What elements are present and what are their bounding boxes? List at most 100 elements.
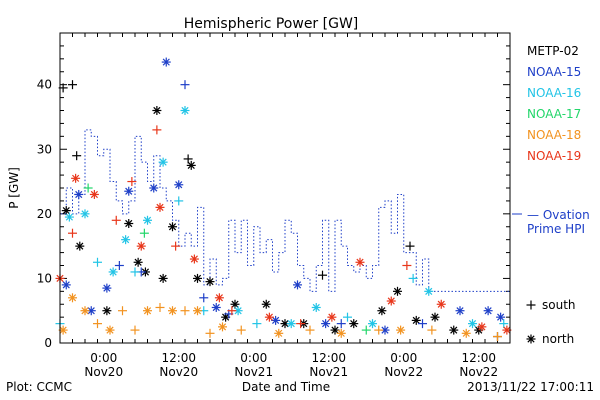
star-stroke	[431, 313, 439, 321]
x-tick-label: 0:00	[90, 351, 117, 365]
north-point	[349, 319, 359, 329]
legend: METP-02 NOAA-15 NOAA-16 NOAA-17 NOAA-18 NOAA-…	[512, 44, 590, 346]
star-stroke	[387, 297, 395, 305]
north-point	[124, 219, 134, 229]
north-point	[133, 257, 143, 267]
star-stroke	[125, 219, 133, 228]
x-tick-date-label: Nov21	[234, 365, 273, 379]
north-point	[321, 319, 331, 329]
north-point	[211, 302, 221, 312]
north-point	[168, 222, 177, 232]
star-stroke	[350, 320, 358, 328]
star-stroke	[450, 326, 458, 334]
legend-entry-ovation-line2: Prime HPI	[527, 222, 585, 236]
north-point	[477, 322, 487, 332]
star-stroke	[109, 268, 117, 276]
south-point	[72, 151, 82, 161]
legend-entry-noaa-18: NOAA-18	[527, 128, 581, 142]
north-point	[193, 273, 202, 283]
y-tick-label: 0	[44, 336, 52, 350]
ovation-hpi-line	[59, 129, 510, 292]
north-point	[102, 306, 112, 316]
star-stroke	[81, 210, 89, 218]
north-point	[186, 160, 196, 170]
star-stroke	[193, 274, 202, 283]
star-stroke	[484, 307, 492, 315]
north-point	[380, 325, 390, 335]
x-tick-label: 12:00	[161, 351, 196, 365]
south-point	[183, 154, 193, 164]
star-stroke	[412, 316, 420, 325]
star-stroke	[262, 300, 270, 308]
star-stroke	[328, 313, 336, 321]
legend-marker-south: south	[542, 298, 576, 312]
north-point	[430, 312, 440, 322]
star-stroke	[222, 313, 230, 321]
north-point	[205, 277, 215, 287]
star-stroke	[381, 326, 389, 334]
y-tick-label: 40	[37, 78, 52, 92]
north-point	[468, 319, 477, 329]
star-stroke	[231, 300, 239, 308]
north-point	[168, 306, 177, 316]
star-stroke	[181, 106, 189, 115]
north-point	[158, 157, 168, 167]
x-tick-label: 0:00	[240, 351, 267, 365]
south-point	[130, 267, 140, 277]
x-tick-date-label: Nov22	[384, 365, 423, 379]
north-point	[411, 315, 421, 325]
north-point	[64, 212, 74, 222]
x-tick-date-label: Nov20	[159, 365, 198, 379]
chart-title: Hemispheric Power [GW]	[184, 16, 359, 32]
series-noaa-18	[58, 293, 502, 342]
north-point	[368, 319, 377, 329]
north-point	[124, 186, 134, 196]
north-point	[230, 299, 240, 309]
south-point	[493, 332, 502, 342]
north-point	[214, 293, 224, 303]
south-point	[171, 241, 181, 251]
star-stroke	[478, 323, 486, 331]
star-stroke	[322, 320, 330, 328]
south-point	[205, 328, 215, 338]
star-stroke	[76, 242, 84, 250]
south-point	[296, 319, 306, 329]
north-point	[461, 328, 471, 338]
south-point	[336, 319, 346, 329]
star-stroke	[281, 320, 289, 328]
north-point	[143, 306, 152, 316]
star-stroke	[378, 307, 386, 315]
north-point	[336, 328, 346, 338]
south-point	[180, 80, 190, 90]
south-point	[174, 196, 184, 206]
north-point	[386, 296, 396, 306]
south-point	[139, 228, 149, 238]
north-point	[61, 206, 71, 216]
star-stroke	[331, 326, 339, 334]
south-point	[318, 270, 327, 280]
south-point	[93, 319, 102, 329]
south-point	[127, 177, 137, 187]
star-stroke	[72, 174, 80, 182]
north-point	[311, 302, 321, 312]
star-stroke	[168, 307, 177, 315]
north-point	[330, 325, 340, 335]
south-point	[111, 215, 121, 225]
x-tick-label: 12:00	[461, 351, 496, 365]
north-point	[155, 202, 165, 212]
south-point	[155, 302, 165, 312]
star-stroke	[122, 236, 130, 244]
star-stroke	[90, 190, 98, 199]
north-point	[264, 312, 274, 322]
star-stroke	[143, 307, 152, 315]
y-tick-label: 30	[37, 142, 52, 156]
south-point	[418, 319, 427, 329]
plot-credit: Plot: CCMC	[6, 380, 72, 394]
south-point	[199, 293, 209, 303]
south-point	[130, 325, 140, 335]
plot-frame	[59, 32, 511, 344]
north-point	[271, 315, 281, 325]
north-point	[152, 106, 162, 115]
star-stroke	[287, 320, 295, 328]
star-stroke	[356, 258, 364, 266]
